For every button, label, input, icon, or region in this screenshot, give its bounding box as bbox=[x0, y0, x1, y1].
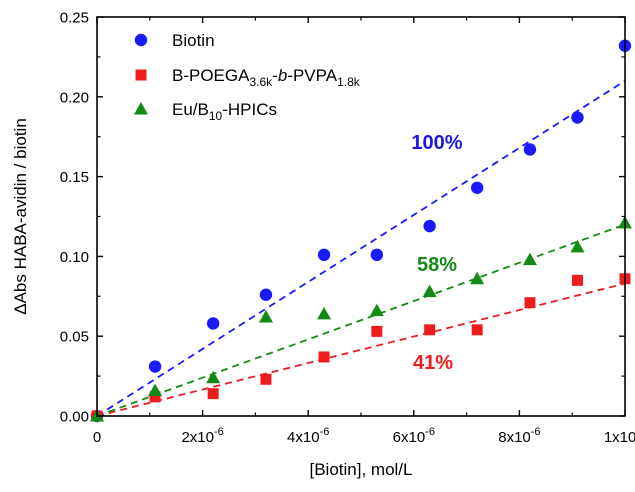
data-point-biotin bbox=[148, 360, 162, 373]
legend-marker-eu_b10 bbox=[134, 102, 148, 115]
y-tick-label: 0.20 bbox=[60, 89, 89, 106]
fit-line-b_poega bbox=[96, 282, 626, 417]
legend-label-biotin: Biotin bbox=[172, 31, 215, 50]
axis-ticks: 02x10-64x10-66x10-68x10-61x10-50.000.050… bbox=[60, 10, 635, 447]
data-point-biotin bbox=[523, 143, 537, 156]
x-tick-mantissa: 2x10 bbox=[181, 429, 214, 446]
annotation-b_poega: 41% bbox=[413, 352, 453, 374]
legend-label-eu_b10: Eu/B10-HPICs bbox=[172, 100, 277, 123]
data-point-b_poega bbox=[260, 373, 272, 385]
data-point-biotin bbox=[206, 317, 220, 330]
legend: Biotin B-POEGA3.6k-b-PVPA1.8k Eu/B10-HPICs bbox=[134, 31, 361, 123]
data-point-b_poega bbox=[471, 324, 483, 336]
legend-text-part: 10 bbox=[209, 109, 223, 123]
x-tick-label: 2x10-6 bbox=[181, 426, 223, 446]
x-tick-mantissa: 6x10 bbox=[393, 429, 426, 446]
annotation-biotin: 100% bbox=[411, 132, 462, 154]
data-point-b_poega bbox=[149, 391, 161, 403]
annotation-eu_b10: 58% bbox=[417, 254, 457, 276]
data-point-b_poega bbox=[424, 324, 436, 336]
data-point-biotin bbox=[259, 288, 273, 301]
data-point-eu_b10 bbox=[148, 383, 163, 396]
annotations: 100% 41% 58% bbox=[411, 132, 462, 374]
x-tick-label: 0 bbox=[93, 429, 101, 446]
legend-text-part: 3.6k bbox=[249, 75, 273, 89]
x-tick-mantissa: 4x10 bbox=[287, 429, 320, 446]
data-point-b_poega bbox=[371, 325, 383, 337]
x-tick-label: 6x10-6 bbox=[393, 426, 435, 446]
data-point-eu_b10 bbox=[317, 306, 332, 320]
fit-line-eu_b10 bbox=[96, 223, 626, 417]
legend-text-part: B-POEGA bbox=[172, 66, 250, 85]
x-axis-title: [Biotin], mol/L bbox=[310, 460, 413, 479]
y-axis-title: ΔAbs HABA-avidin / biotin bbox=[11, 118, 30, 315]
legend-label-b_poega: B-POEGA3.6k-b-PVPA1.8k bbox=[172, 66, 361, 89]
data-point-eu_b10 bbox=[422, 284, 437, 298]
x-tick-label: 4x10-6 bbox=[287, 426, 329, 446]
x-tick-label: 8x10-6 bbox=[498, 426, 540, 446]
x-tick-exponent: -6 bbox=[320, 426, 330, 438]
y-tick-label: 0.15 bbox=[60, 169, 89, 186]
data-point-eu_b10 bbox=[258, 310, 273, 323]
y-tick-label: 0.25 bbox=[60, 10, 89, 27]
x-tick-exponent: -6 bbox=[214, 426, 224, 438]
data-point-b_poega bbox=[524, 297, 536, 309]
data-point-eu_b10 bbox=[570, 239, 585, 253]
x-tick-exponent: -6 bbox=[531, 426, 541, 438]
legend-marker-b_poega bbox=[135, 69, 147, 81]
data-point-b_poega bbox=[207, 388, 219, 400]
data-point-biotin bbox=[470, 181, 484, 194]
x-tick-mantissa: 1x10 bbox=[604, 429, 635, 446]
x-tick-exponent: -6 bbox=[425, 426, 435, 438]
data-point-b_poega bbox=[318, 351, 330, 363]
data-point-eu_b10 bbox=[369, 303, 384, 317]
x-tick-mantissa: 0 bbox=[93, 429, 101, 446]
data-point-biotin bbox=[370, 248, 384, 262]
legend-text-part: 1.8k bbox=[337, 75, 361, 89]
fit-lines bbox=[96, 80, 626, 417]
data-point-biotin bbox=[423, 219, 436, 233]
data-point-biotin bbox=[317, 248, 331, 262]
legend-text-part: -PVPA bbox=[287, 66, 337, 85]
data-points bbox=[90, 39, 632, 423]
legend-text-part: - bbox=[272, 66, 278, 85]
x-tick-label: 1x10-5 bbox=[604, 426, 635, 446]
y-tick-label: 0.10 bbox=[60, 249, 89, 266]
x-tick-mantissa: 8x10 bbox=[498, 429, 531, 446]
fit-line-biotin bbox=[96, 80, 626, 417]
y-tick-label: 0.00 bbox=[60, 409, 89, 426]
data-point-b_poega bbox=[571, 274, 583, 286]
legend-marker-biotin bbox=[134, 33, 148, 47]
legend-text-part: Eu/B bbox=[172, 100, 209, 119]
legend-text-part: Biotin bbox=[172, 31, 215, 50]
legend-text-part: -HPICs bbox=[222, 100, 277, 119]
data-point-eu_b10 bbox=[470, 271, 485, 285]
data-point-eu_b10 bbox=[522, 252, 537, 266]
data-point-eu_b10 bbox=[206, 370, 221, 384]
legend-text-part: b bbox=[278, 66, 287, 85]
y-tick-label: 0.05 bbox=[60, 329, 89, 346]
data-point-biotin bbox=[571, 111, 584, 124]
